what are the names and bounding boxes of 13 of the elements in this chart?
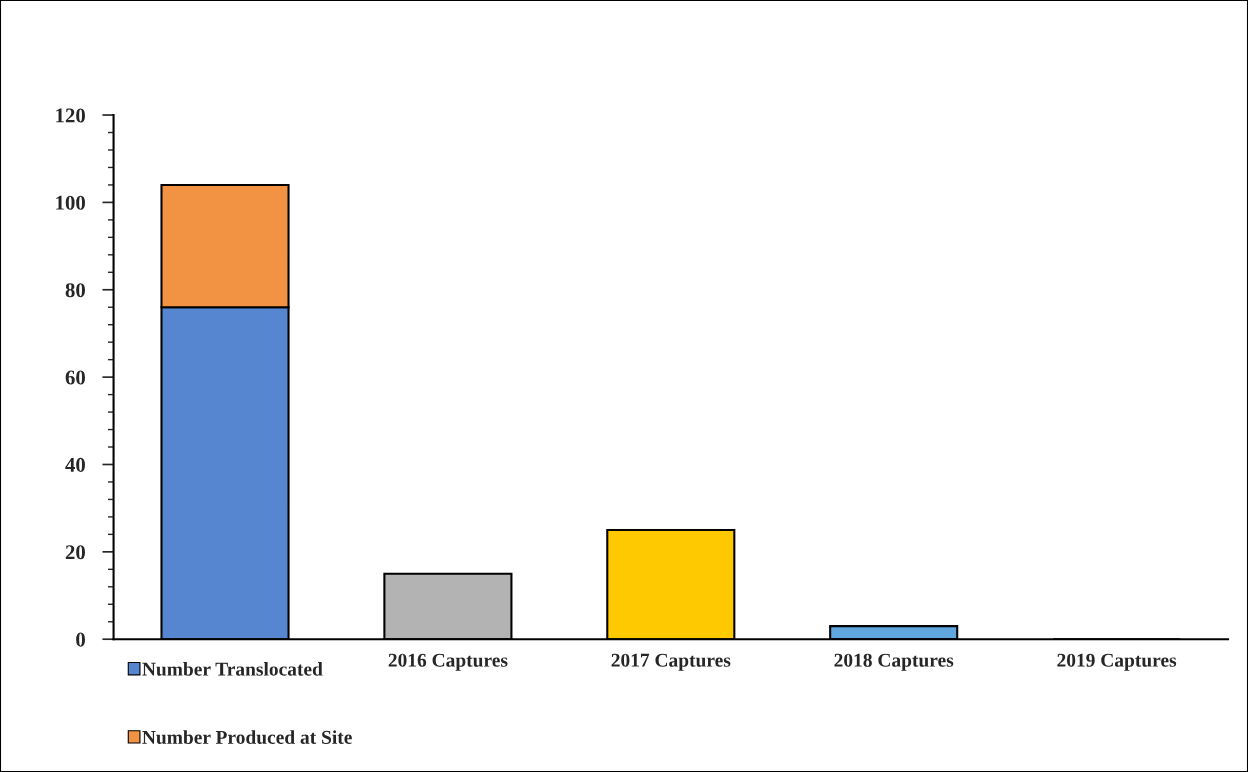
y-tick-label: 80	[65, 283, 85, 298]
y-tick-label: 120	[56, 108, 85, 123]
x-tick-label: 2016 Captures	[388, 653, 508, 671]
x-tick-label: 2018 Captures	[834, 653, 954, 671]
x-tick-label: 2019 Captures	[1057, 653, 1177, 671]
y-tick-label: 100	[56, 195, 85, 210]
legend-label: Number Translocated	[142, 662, 323, 676]
y-tick-label: 0	[76, 632, 85, 647]
y-tick-label: 40	[65, 457, 85, 472]
y-tick-label: 60	[65, 370, 85, 385]
y-tick-label: 20	[65, 545, 85, 560]
x-tick-label: 2017 Captures	[611, 653, 731, 671]
legend-label: Number Produced at Site	[142, 730, 352, 744]
